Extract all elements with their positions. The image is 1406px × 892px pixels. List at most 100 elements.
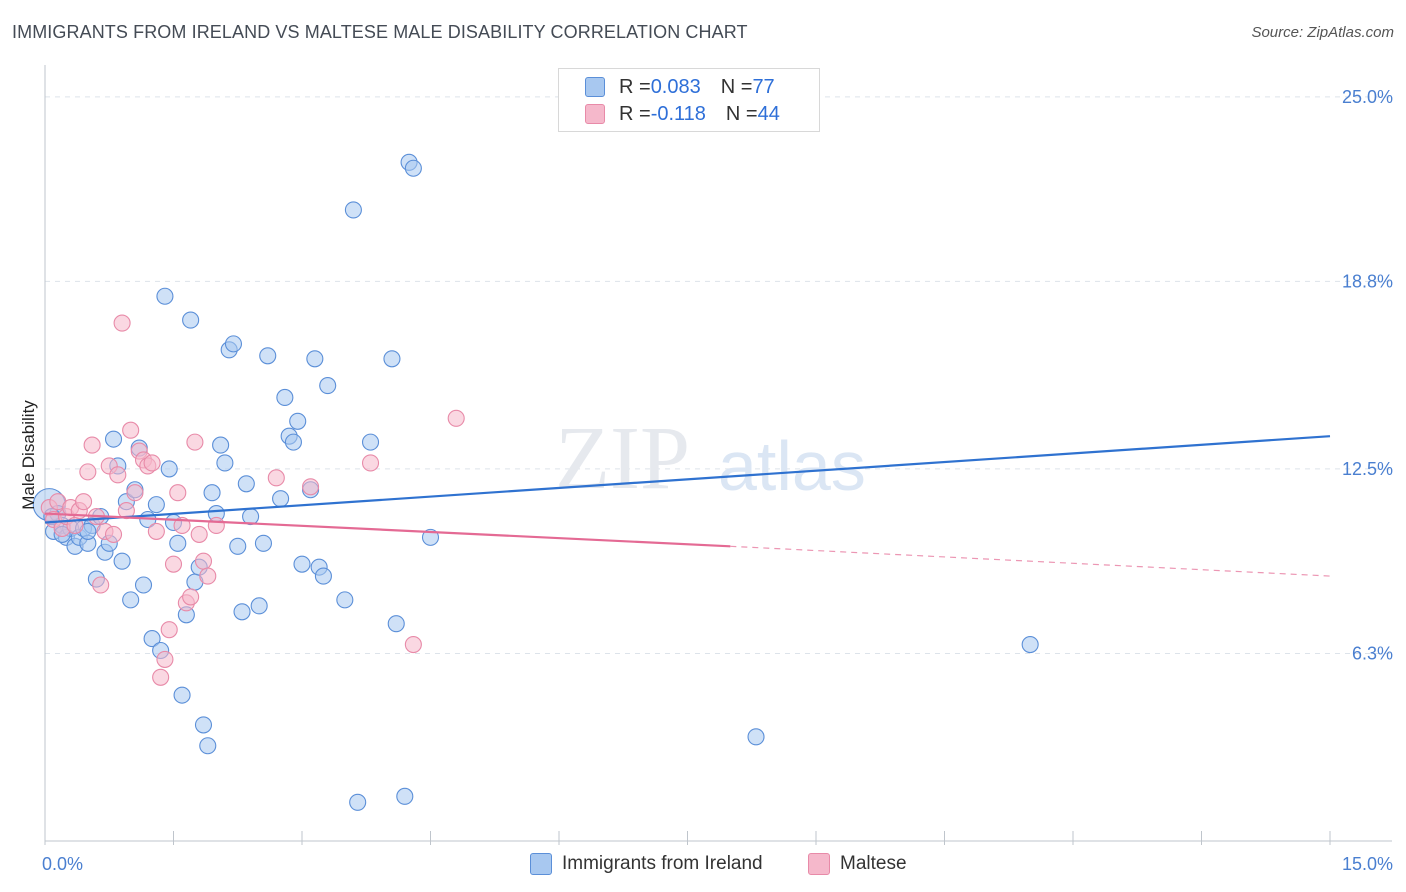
legend-n-value: 44 bbox=[757, 102, 780, 125]
maltese-point bbox=[190, 525, 208, 543]
ireland-point bbox=[293, 555, 311, 573]
y-axis-title: Male Disability bbox=[19, 400, 38, 510]
ireland-point bbox=[361, 433, 380, 451]
maltese-point bbox=[104, 525, 123, 543]
ireland-point bbox=[182, 311, 200, 329]
bottom-legend-swatch-ireland bbox=[530, 853, 552, 875]
maltese-point bbox=[117, 502, 135, 520]
maltese-point bbox=[302, 478, 320, 496]
watermark-zip: ZIP bbox=[555, 409, 690, 508]
gridlines bbox=[45, 96, 1392, 654]
maltese-point bbox=[152, 668, 170, 686]
maltese-point bbox=[92, 576, 110, 594]
maltese-point bbox=[143, 454, 161, 472]
maltese-point bbox=[169, 484, 187, 502]
ireland-point bbox=[143, 630, 161, 648]
maltese-point bbox=[186, 433, 204, 451]
bottom-legend-ireland: Immigrants from Ireland bbox=[530, 852, 763, 876]
ireland-point bbox=[344, 201, 362, 219]
ireland-point bbox=[314, 567, 332, 585]
ireland-point bbox=[254, 534, 273, 552]
legend-n-label: N = bbox=[720, 75, 753, 98]
ireland-point bbox=[383, 350, 401, 368]
legend-r-label: R = bbox=[619, 75, 651, 98]
ireland-point bbox=[203, 484, 221, 502]
y-tick-label: 6.3% bbox=[1352, 643, 1393, 663]
ireland-point bbox=[199, 737, 217, 755]
ireland-point bbox=[306, 350, 324, 368]
y-tick-label: 12.5% bbox=[1342, 459, 1393, 479]
y-tick-label: 25.0% bbox=[1342, 87, 1393, 107]
y-tick-label: 18.8% bbox=[1342, 271, 1393, 291]
maltese-point bbox=[79, 463, 97, 481]
legend-r-label: R = bbox=[619, 102, 651, 125]
maltese-point bbox=[75, 493, 93, 511]
ireland-point bbox=[284, 433, 302, 451]
trend-lines bbox=[44, 435, 1331, 577]
ireland-point bbox=[229, 537, 247, 555]
ireland-point bbox=[147, 496, 165, 514]
maltese-point bbox=[404, 635, 422, 654]
ireland-point bbox=[336, 591, 354, 609]
maltese-trend-line bbox=[44, 512, 731, 548]
legend-n-label: N = bbox=[725, 102, 758, 125]
ireland-point bbox=[122, 591, 140, 609]
ireland-point bbox=[224, 335, 243, 353]
bottom-legend-label-ireland: Immigrants from Ireland bbox=[562, 853, 763, 874]
x-tick-label: 0.0% bbox=[42, 854, 83, 874]
ireland-point bbox=[259, 347, 277, 365]
ireland-point bbox=[747, 728, 765, 746]
maltese-point bbox=[194, 552, 213, 570]
maltese-point bbox=[361, 454, 380, 472]
legend-row-maltese: R = -0.118 N = 44 bbox=[585, 102, 780, 126]
maltese-point bbox=[147, 522, 165, 540]
ireland-point bbox=[237, 475, 255, 493]
maltese-point bbox=[173, 516, 191, 535]
ireland-point bbox=[169, 534, 187, 552]
bottom-legend-maltese: Maltese bbox=[808, 852, 907, 876]
chart-title: IMMIGRANTS FROM IRELAND VS MALTESE MALE … bbox=[12, 22, 748, 42]
maltese-trend-extension bbox=[730, 545, 1331, 577]
ireland-point bbox=[216, 454, 234, 472]
legend-swatch-maltese bbox=[585, 104, 605, 124]
maltese-point bbox=[109, 466, 127, 484]
ireland-trend-line bbox=[44, 435, 1331, 524]
ireland-point bbox=[104, 430, 123, 448]
ireland-point bbox=[272, 490, 290, 508]
maltese-point bbox=[182, 588, 200, 606]
ireland-point bbox=[156, 287, 174, 305]
ireland-point bbox=[1021, 635, 1039, 654]
watermark-atlas: atlas bbox=[718, 427, 866, 505]
legend-r-value: -0.118 bbox=[650, 102, 706, 125]
ireland-point bbox=[113, 552, 131, 570]
ireland-point bbox=[349, 793, 367, 811]
legend-r-value: 0.083 bbox=[650, 75, 701, 98]
ireland-point bbox=[276, 388, 294, 407]
ireland-point bbox=[194, 716, 213, 734]
ireland-point bbox=[250, 597, 268, 615]
tick-labels: 6.3% 12.5% 18.8% 25.0% 0.0% 15.0% bbox=[42, 87, 1393, 874]
source-label: Source: ZipAtlas.com bbox=[1251, 24, 1394, 41]
maltese-point bbox=[207, 516, 225, 535]
maltese-point bbox=[164, 555, 183, 573]
maltese-point bbox=[267, 469, 285, 487]
maltese-point bbox=[126, 484, 144, 502]
ireland-point bbox=[289, 412, 307, 430]
bottom-legend-label-maltese: Maltese bbox=[840, 853, 907, 874]
legend: R = 0.083 N = 77 R = -0.118 N = 44 bbox=[558, 68, 820, 132]
maltese-point bbox=[199, 567, 217, 585]
ireland-point bbox=[212, 436, 230, 454]
legend-row-ireland: R = 0.083 N = 77 bbox=[585, 75, 775, 99]
maltese-point bbox=[160, 621, 178, 639]
x-tick-label: 15.0% bbox=[1342, 854, 1393, 874]
ireland-point bbox=[319, 377, 337, 395]
ireland-point bbox=[387, 615, 405, 633]
bottom-legend-swatch-maltese bbox=[808, 853, 830, 875]
legend-swatch-ireland bbox=[585, 77, 605, 97]
ireland-point bbox=[160, 460, 178, 478]
ireland-point bbox=[421, 528, 440, 546]
data-points bbox=[32, 153, 1039, 811]
ireland-point bbox=[404, 159, 422, 177]
maltese-point bbox=[113, 314, 131, 332]
